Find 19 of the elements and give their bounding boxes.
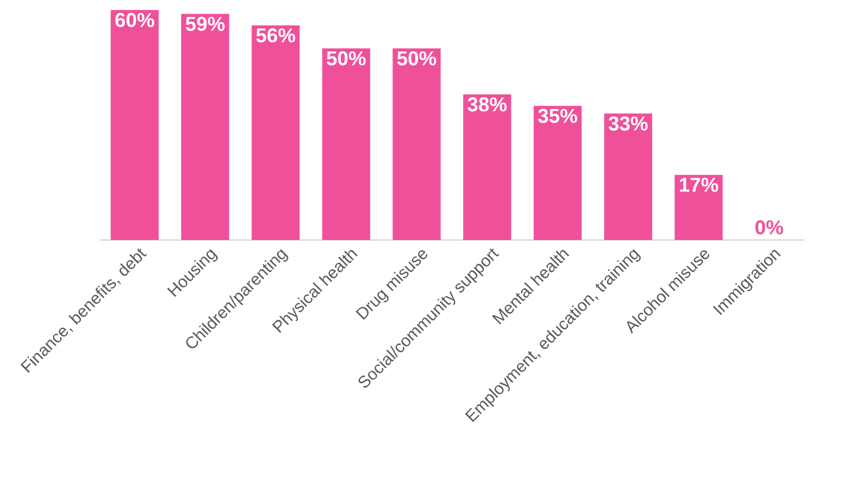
bar [392, 48, 441, 240]
bar [534, 106, 582, 240]
data-label: 50% [326, 51, 366, 66]
data-label: 59% [186, 16, 225, 31]
data-label: 60% [115, 12, 154, 28]
bar [674, 174, 723, 240]
bar [181, 14, 230, 240]
bar [463, 94, 512, 240]
data-label: 33% [608, 116, 648, 131]
bar [110, 10, 159, 240]
data-label: 56% [256, 28, 296, 42]
data-label: 50% [397, 51, 436, 66]
data-label: 17% [680, 178, 718, 192]
bar [604, 114, 652, 240]
data-label: 0% [756, 220, 784, 234]
data-label: 35% [538, 108, 578, 123]
bar [322, 48, 370, 240]
data-label: 38% [468, 97, 507, 112]
bar [252, 25, 300, 240]
